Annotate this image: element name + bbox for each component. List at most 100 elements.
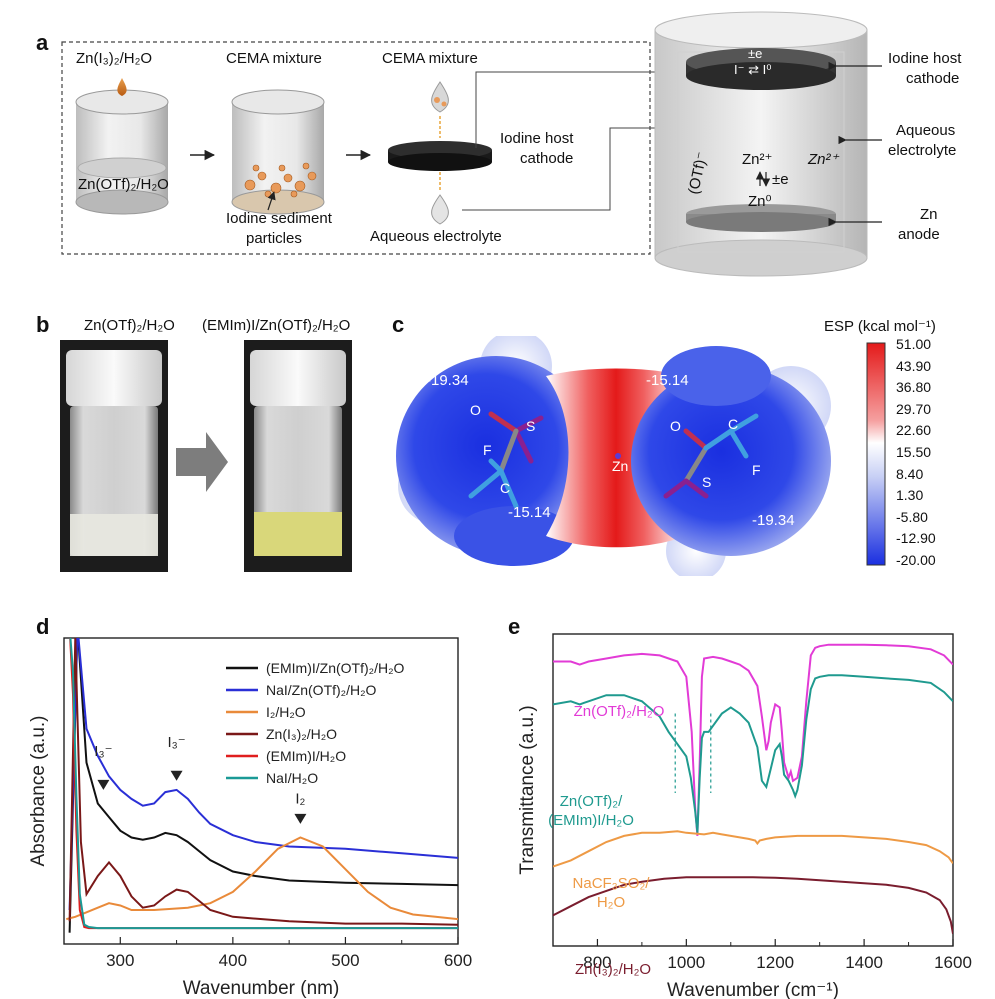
cell-zn2-left: Zn²⁺ xyxy=(742,151,773,168)
series-line xyxy=(69,638,458,930)
peak-annotation: I₂ xyxy=(295,790,305,807)
cell-zn2-right: Zn²⁺ xyxy=(808,151,839,168)
vial-photos xyxy=(60,340,352,572)
series-label: Zn(OTf)₂/ (EMIm)I/H₂O xyxy=(548,793,634,829)
esp-tick-label: 1.30 xyxy=(896,487,924,504)
atom-label-f1: F xyxy=(483,442,492,458)
esp-tick-label: 36.80 xyxy=(896,379,932,396)
esp-value-left-top: -19.34 xyxy=(426,372,469,389)
x-tick-label: 800 xyxy=(583,953,611,972)
esp-map xyxy=(396,336,831,576)
legend-label: (EMIm)I/H₂O xyxy=(266,748,346,764)
esp-scale-title: ESP (kcal mol⁻¹) xyxy=(824,318,936,335)
series-label-line: NaCF₃SO₂/ xyxy=(573,875,651,892)
droplet-icon xyxy=(117,78,127,96)
step2-note-line1: Iodine sediment xyxy=(226,210,332,227)
vial-right-label: (EMIm)I/Zn(OTf)₂/H₂O xyxy=(202,317,351,334)
plot-frame xyxy=(552,633,954,947)
esp-tick-label: -20.00 xyxy=(896,552,936,568)
connector-electrolyte xyxy=(462,124,679,211)
panel-label-d: d xyxy=(36,614,50,639)
absorbance-chart: 300 400 500 600 Wavenumber (nm) Absorbance (a… xyxy=(28,637,472,999)
electrolyte-droplet-icon xyxy=(431,194,449,225)
step2-top-label: CEMA mixture xyxy=(226,50,322,67)
panel-label-a: a xyxy=(36,30,49,55)
series-label: NaCF₃SO₂/H₂O xyxy=(573,875,651,911)
series-line xyxy=(553,674,953,833)
iodine-particles xyxy=(244,162,317,198)
step1-top-label: Zn(I₃)₂/H₂O xyxy=(76,50,153,67)
series-label-line: (EMIm)I/H₂O xyxy=(548,812,634,829)
transmittance-chart: 800 1000 1200 1400 1600 Wavenumber (cm⁻¹) Tran… xyxy=(517,633,972,999)
beaker-1 xyxy=(75,89,169,215)
peak-marker-icon xyxy=(97,779,110,790)
atom-label-c1: C xyxy=(500,480,511,496)
label-electrolyte-line1: Aqueous xyxy=(896,122,956,139)
arrow-right-icon xyxy=(176,432,228,492)
series-label: Zn(OTf)₂/H₂O xyxy=(574,703,665,720)
x-tick-label: 1400 xyxy=(845,953,883,972)
cell-zn0: Zn⁰ xyxy=(748,193,772,210)
schematic-panel-a xyxy=(61,11,882,277)
series-label-line: H₂O xyxy=(597,894,625,911)
series-line xyxy=(553,830,953,868)
y-axis-label: Transmittance (a.u.) xyxy=(517,705,538,874)
peak-marker-icon xyxy=(170,770,183,781)
step2-note-line2: particles xyxy=(246,230,302,247)
cell-pm-e-mid: ±e xyxy=(772,171,789,188)
esp-tick-label: -12.90 xyxy=(896,530,936,547)
plot-frame xyxy=(63,637,459,945)
esp-colorbar xyxy=(866,342,886,566)
esp-tick-label: 22.60 xyxy=(896,422,932,439)
atom-label-zn: Zn xyxy=(612,458,629,474)
atom-label-c2: C xyxy=(728,416,739,432)
series-line xyxy=(553,876,953,934)
esp-value-left-bottom: -15.14 xyxy=(508,504,551,521)
atom-label-s2: S xyxy=(702,474,712,490)
esp-tick-label: -5.80 xyxy=(896,508,928,525)
peak-marker-icon xyxy=(294,813,307,824)
label-cathode-line1: Iodine host xyxy=(888,50,962,67)
label-cathode-line2: cathode xyxy=(906,70,960,87)
peak-annotation: I₃⁻ xyxy=(94,743,112,760)
step3-cathode-line2: cathode xyxy=(520,150,574,167)
molecule-sticks xyxy=(468,411,759,509)
series-line xyxy=(66,836,458,921)
step3-cathode-line1: Iodine host xyxy=(500,130,574,147)
step3-bottom-label: Aqueous electrolyte xyxy=(370,228,502,245)
legend-label: Zn(I₃)₂/H₂O xyxy=(266,726,337,742)
series-line xyxy=(68,638,458,926)
x-tick-label: 1200 xyxy=(756,953,794,972)
step3-top-label: CEMA mixture xyxy=(382,50,478,67)
series-label-line: Zn(OTf)₂/ xyxy=(560,793,623,810)
label-anode-line1: Zn xyxy=(920,206,938,223)
series-line xyxy=(68,638,458,933)
vial-right-cap xyxy=(250,350,346,406)
vial-left-label: Zn(OTf)₂/H₂O xyxy=(84,317,175,334)
y-axis-label: Absorbance (a.u.) xyxy=(28,715,49,866)
cell-reaction-top: I⁻ ⇄ I⁰ xyxy=(734,62,772,77)
esp-tick-label: 8.40 xyxy=(896,465,924,482)
vial-left-cap xyxy=(66,350,162,406)
x-tick-label: 500 xyxy=(331,951,359,970)
panel-label-e: e xyxy=(508,614,521,639)
x-tick-label: 300 xyxy=(106,951,134,970)
esp-value-right-top: -15.14 xyxy=(646,372,689,389)
x-tick-label: 1000 xyxy=(667,953,705,972)
esp-tick-label: 51.00 xyxy=(896,336,932,352)
esp-tick-label: 15.50 xyxy=(896,444,932,460)
cell-pm-e-top: ±e xyxy=(748,46,763,61)
legend-label: I₂/H₂O xyxy=(266,704,306,720)
cathode-disc xyxy=(388,141,492,171)
atom-label-o2: O xyxy=(670,418,681,434)
legend-label: (EMIm)I/Zn(OTf)₂/H₂O xyxy=(266,660,405,676)
series-label: Zn(I₃)₂/H₂O xyxy=(575,961,651,978)
legend-label: NaI/H₂O xyxy=(266,770,318,786)
connector-cathode xyxy=(475,68,679,148)
label-anode-line2: anode xyxy=(898,226,940,243)
atom-label-o1: O xyxy=(470,402,481,418)
x-tick-label: 600 xyxy=(444,951,472,970)
peak-annotation: I₃⁻ xyxy=(167,734,185,751)
x-tick-label: 1600 xyxy=(934,953,972,972)
x-axis-label: Wavenumber (nm) xyxy=(183,978,340,999)
